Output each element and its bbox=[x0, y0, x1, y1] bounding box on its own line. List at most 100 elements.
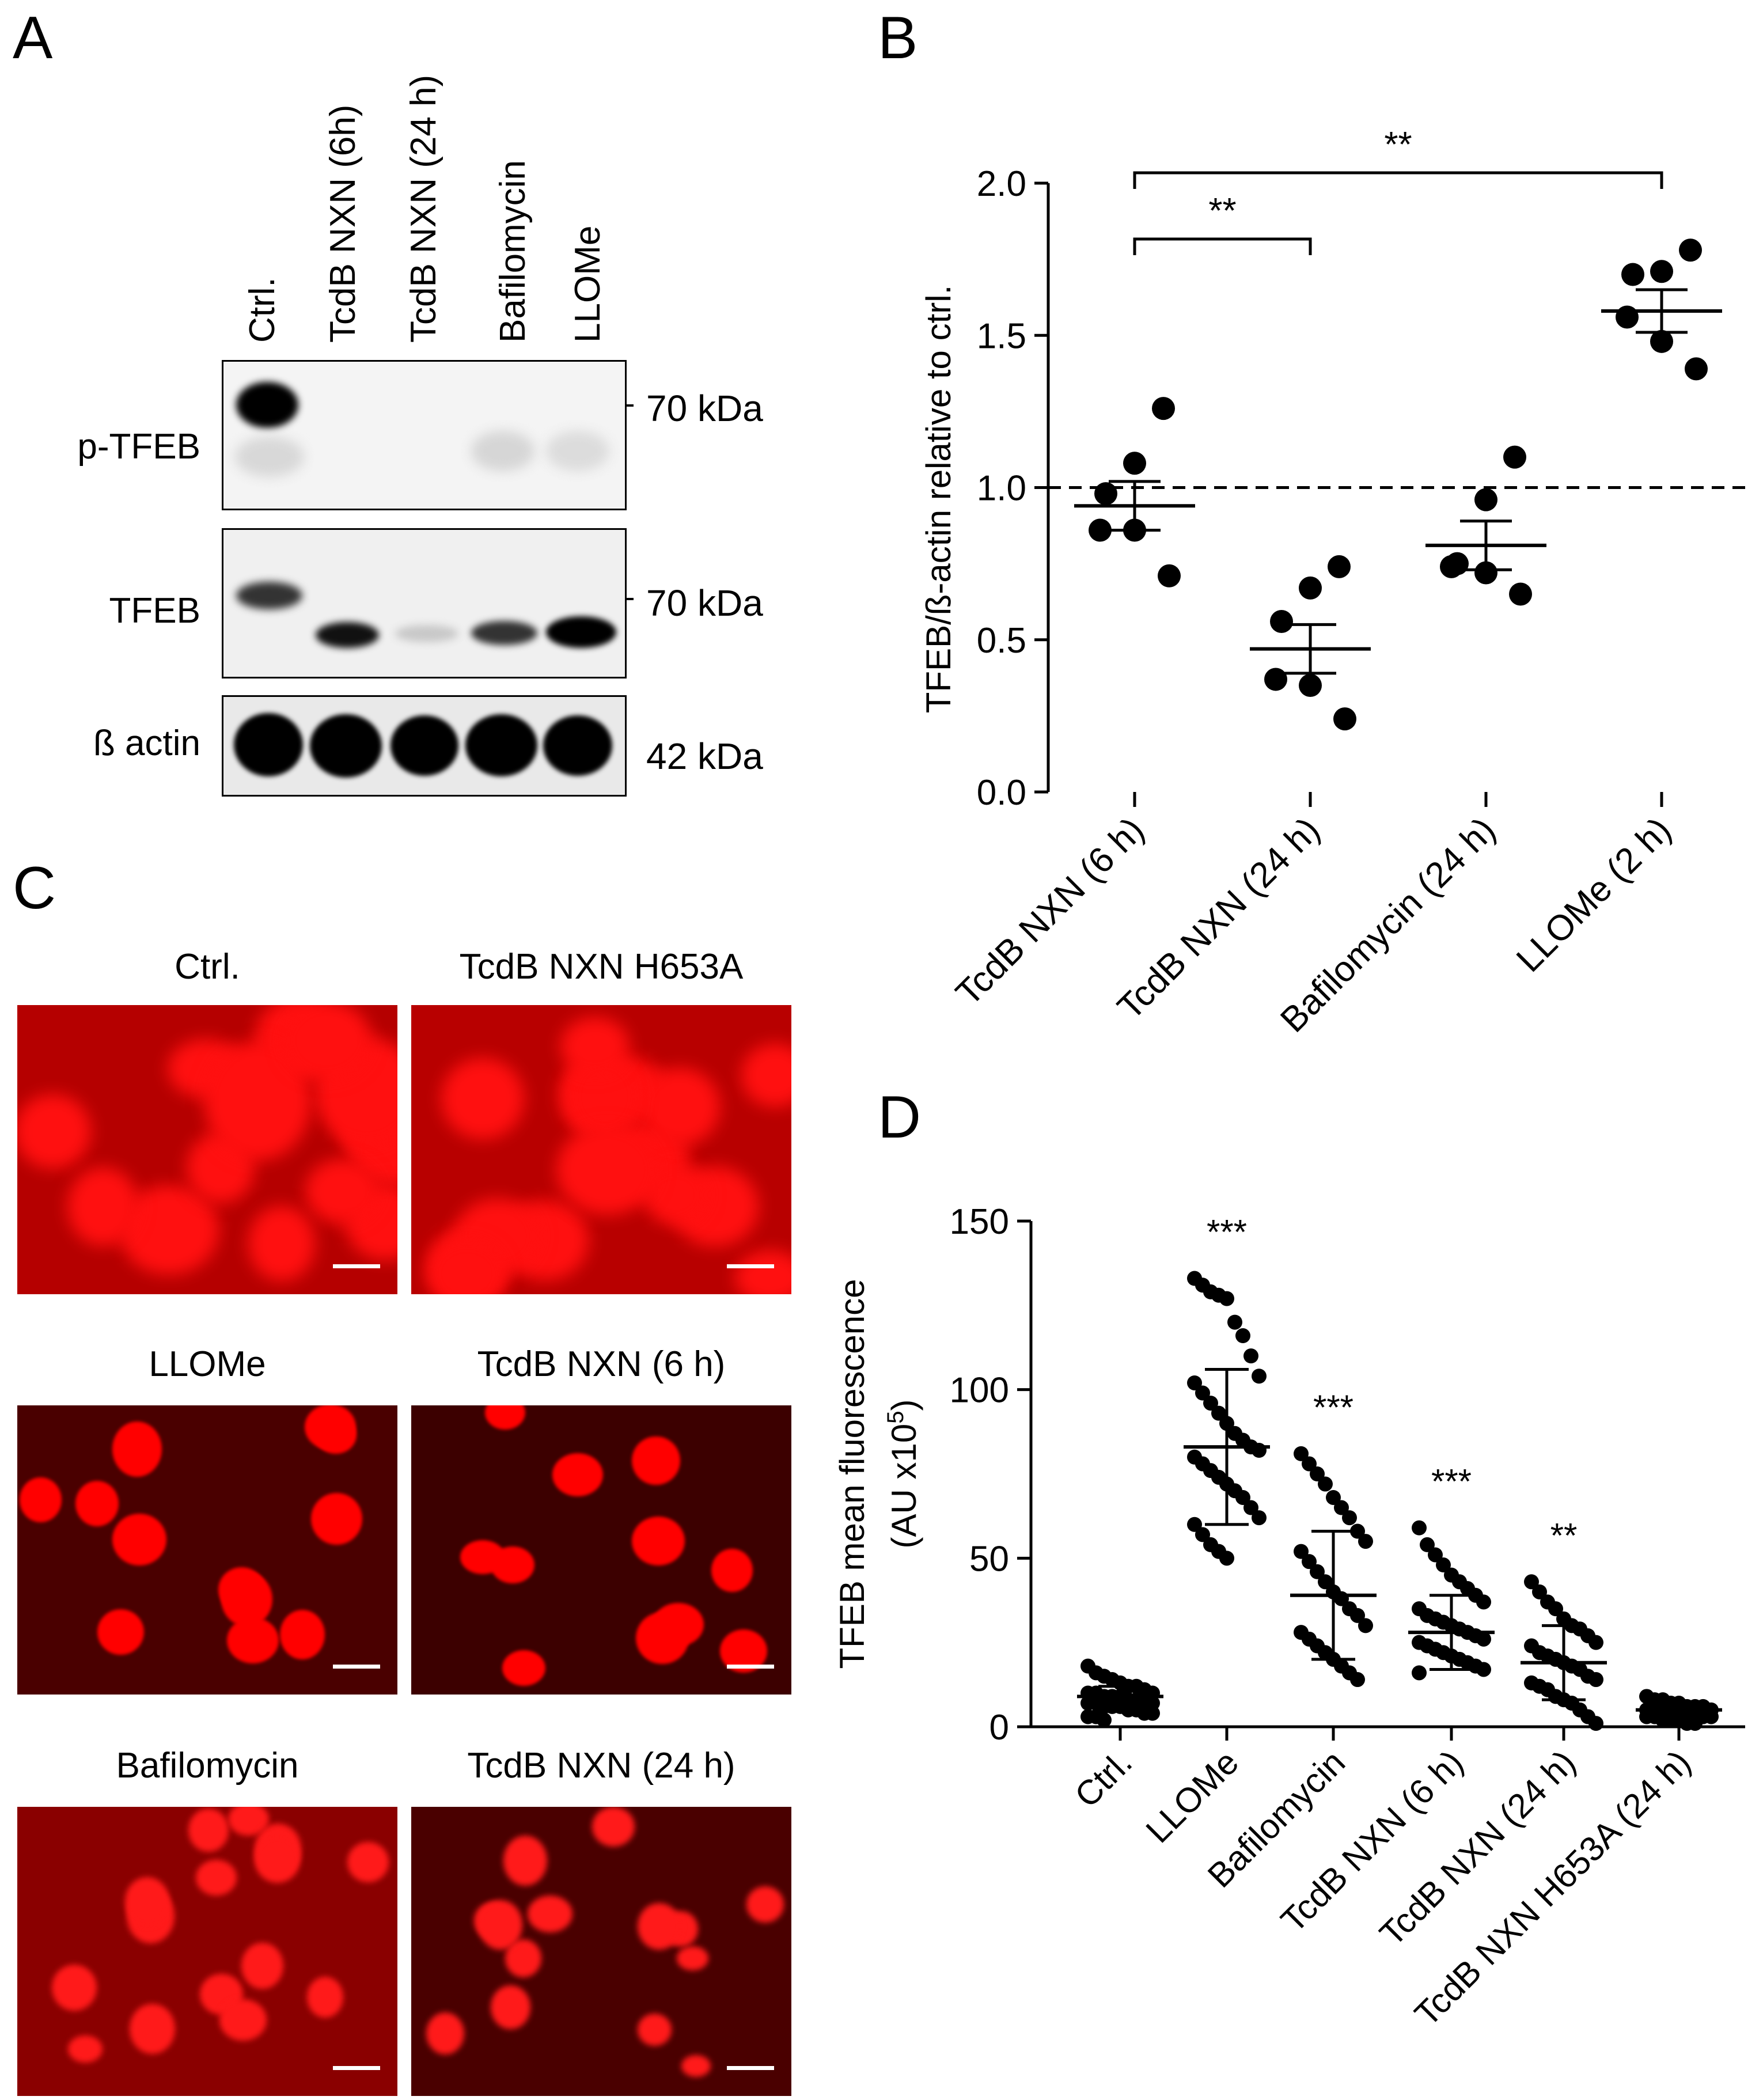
band-ctrl bbox=[236, 582, 302, 609]
y-axis-label-units: (AU x105) bbox=[883, 1400, 923, 1549]
y-axis-label: TFEB/ß-actin relative to ctrl. bbox=[919, 285, 958, 714]
nucleus bbox=[112, 1514, 166, 1566]
data-point bbox=[1688, 1705, 1703, 1721]
data-point bbox=[1663, 1696, 1678, 1711]
data-point bbox=[1187, 1375, 1202, 1390]
data-point bbox=[1152, 397, 1175, 420]
data-point bbox=[1420, 1537, 1435, 1552]
y-tick-label: 0 bbox=[989, 1708, 1009, 1748]
data-point bbox=[1671, 1705, 1686, 1721]
data-point bbox=[1080, 1696, 1095, 1711]
data-point bbox=[1235, 1489, 1250, 1505]
nucleus bbox=[632, 1436, 680, 1485]
data-point bbox=[1350, 1523, 1365, 1539]
nucleus bbox=[255, 1836, 300, 1883]
nucleus bbox=[681, 2054, 711, 2078]
blot-tfeb bbox=[222, 528, 627, 678]
image-title-bafilomycin: Bafilomycin bbox=[116, 1746, 299, 1786]
image-title-h653a: TcdB NXN H653A bbox=[459, 947, 744, 987]
nucleus bbox=[280, 1610, 325, 1660]
x-tick-label: TcdB NXN H653A (24 h) bbox=[1407, 1743, 1698, 2034]
data-point bbox=[1252, 1510, 1267, 1526]
data-point bbox=[1097, 1712, 1112, 1728]
nucleus bbox=[129, 2004, 175, 2054]
data-point bbox=[1476, 1631, 1491, 1647]
data-point bbox=[1326, 1584, 1341, 1599]
data-point bbox=[1580, 1628, 1595, 1643]
nucleus bbox=[527, 1895, 573, 1932]
data-point bbox=[1460, 1625, 1475, 1640]
panel-b-label: B bbox=[878, 5, 918, 71]
data-point bbox=[1195, 1385, 1210, 1401]
data-point bbox=[1639, 1709, 1654, 1724]
y-tick-label: 50 bbox=[969, 1539, 1009, 1579]
data-point bbox=[1318, 1574, 1333, 1590]
data-point bbox=[1105, 1672, 1120, 1688]
data-point bbox=[1412, 1520, 1427, 1536]
data-point bbox=[1243, 1348, 1258, 1364]
data-point bbox=[1679, 1705, 1694, 1721]
data-point bbox=[1679, 238, 1702, 262]
data-point bbox=[1509, 582, 1532, 606]
x-tick-label: TcdB NXN (6 h) bbox=[949, 810, 1152, 1013]
data-point bbox=[1137, 1692, 1152, 1708]
band-actin-2 bbox=[310, 714, 382, 778]
image-title-tcdb-6h: TcdB NXN (6 h) bbox=[477, 1344, 726, 1384]
data-point bbox=[1080, 1685, 1095, 1701]
data-point bbox=[1572, 1702, 1587, 1718]
nucleus bbox=[310, 1492, 363, 1545]
data-point bbox=[1679, 1699, 1694, 1714]
data-point bbox=[1444, 1618, 1459, 1633]
data-point bbox=[1688, 1716, 1703, 1731]
data-point bbox=[1704, 1702, 1719, 1718]
data-point bbox=[1121, 1692, 1136, 1708]
data-point bbox=[1145, 1696, 1160, 1711]
data-point bbox=[1252, 1443, 1267, 1458]
data-point bbox=[1647, 1702, 1662, 1718]
data-point bbox=[1097, 1689, 1112, 1704]
data-point bbox=[1460, 1655, 1475, 1670]
data-point bbox=[1203, 1537, 1218, 1552]
nucleus bbox=[741, 1044, 791, 1107]
row-label-beta-actin: ß actin bbox=[93, 723, 200, 763]
x-tick-label: Bafilomycin bbox=[1200, 1743, 1352, 1895]
nucleus bbox=[552, 1453, 603, 1497]
data-point bbox=[1572, 1662, 1587, 1677]
nucleus bbox=[68, 2035, 103, 2063]
data-point bbox=[1342, 1665, 1357, 1681]
band-ctrl bbox=[236, 382, 298, 428]
data-point bbox=[1105, 1689, 1120, 1704]
data-point bbox=[1097, 1699, 1112, 1714]
data-point bbox=[1195, 1456, 1210, 1472]
nucleus bbox=[479, 1900, 522, 1950]
micrograph-bafilomycin bbox=[17, 1807, 397, 2096]
data-point bbox=[1468, 1587, 1483, 1603]
data-point bbox=[1219, 1476, 1234, 1492]
nucleus bbox=[556, 1125, 658, 1215]
nucleus bbox=[315, 1416, 357, 1454]
data-point bbox=[1650, 329, 1673, 353]
nucleus bbox=[282, 1005, 372, 1080]
data-point bbox=[1187, 1449, 1202, 1465]
data-point bbox=[1334, 1591, 1349, 1606]
significance-label: *** bbox=[1431, 1462, 1472, 1501]
data-point bbox=[1129, 1692, 1144, 1708]
data-point bbox=[1294, 1544, 1309, 1559]
data-point bbox=[1302, 1554, 1317, 1570]
data-point bbox=[1671, 1712, 1686, 1728]
data-point bbox=[1089, 1685, 1104, 1701]
data-point bbox=[1211, 1469, 1226, 1485]
data-point bbox=[1129, 1702, 1144, 1718]
data-point bbox=[1235, 1432, 1250, 1448]
data-point bbox=[1650, 260, 1673, 283]
data-point bbox=[1688, 1699, 1703, 1714]
data-point bbox=[1704, 1709, 1719, 1724]
data-point bbox=[1696, 1699, 1711, 1714]
data-point bbox=[1080, 1658, 1095, 1674]
nucleus bbox=[428, 1239, 506, 1294]
data-point bbox=[1548, 1689, 1563, 1704]
data-point bbox=[1444, 1567, 1459, 1583]
data-point bbox=[1588, 1635, 1603, 1650]
data-point bbox=[1503, 445, 1526, 469]
data-point bbox=[1474, 561, 1497, 585]
